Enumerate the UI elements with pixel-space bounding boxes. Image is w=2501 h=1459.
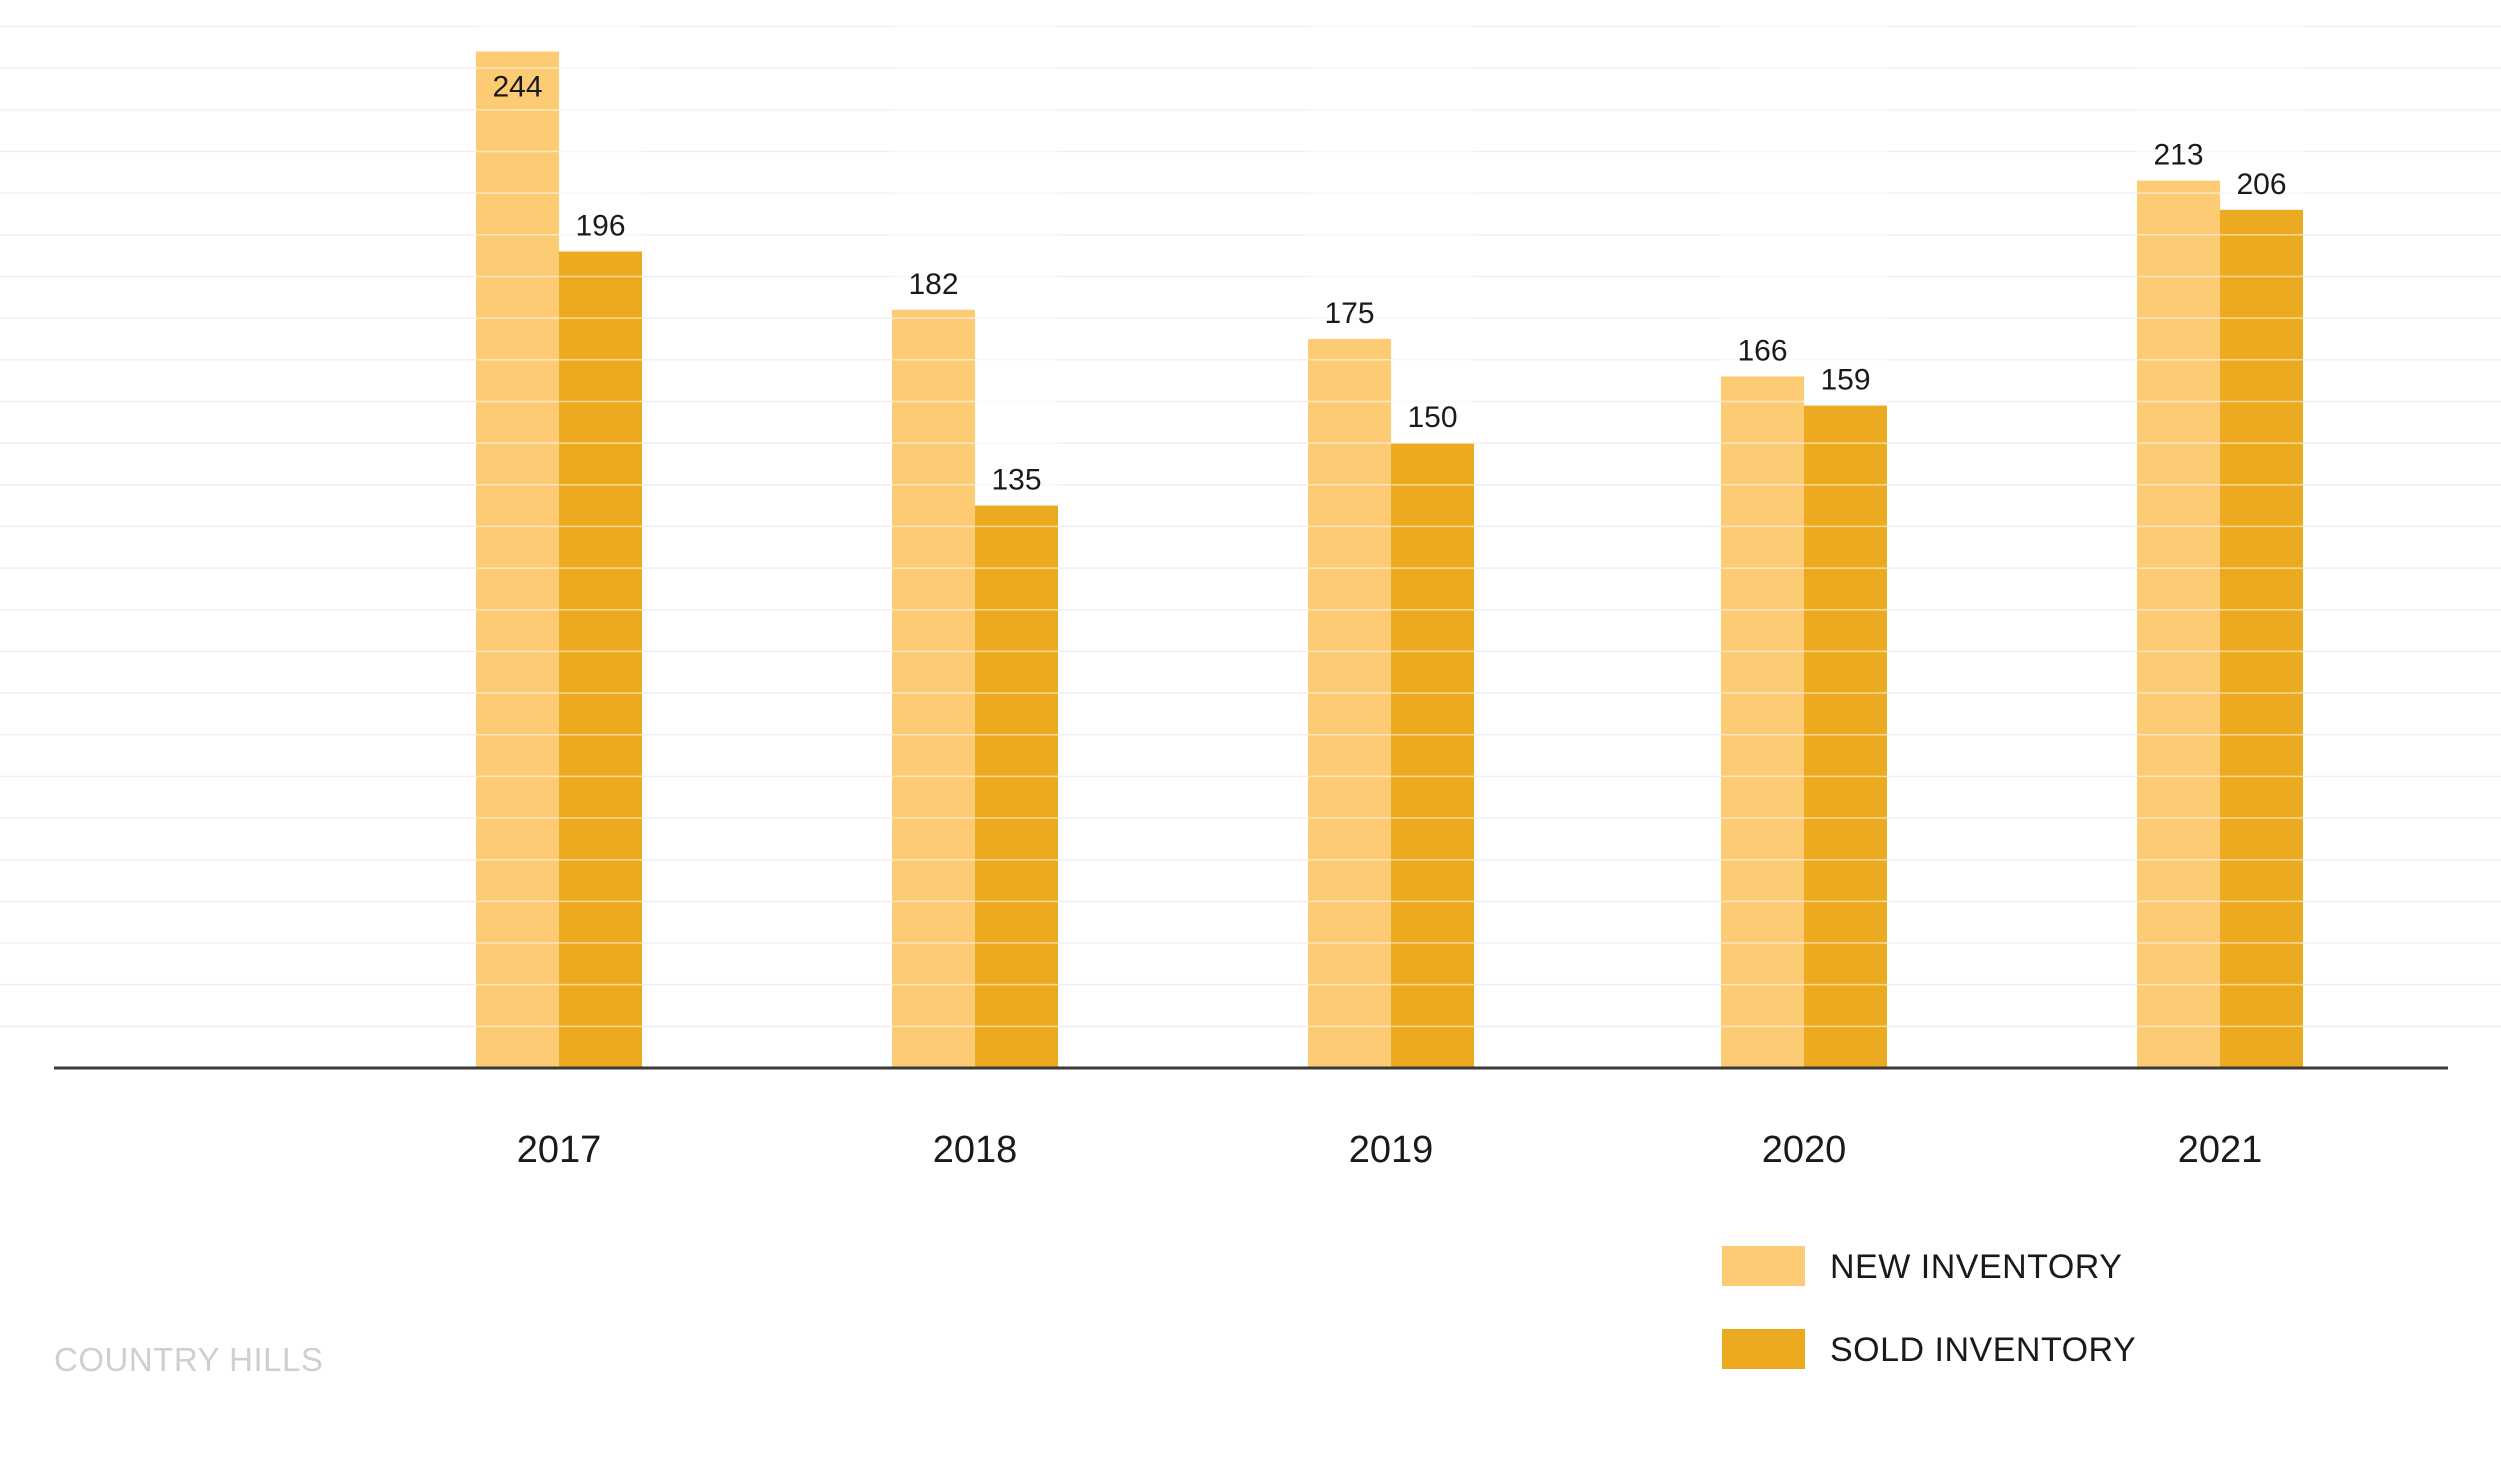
bar-overlay-lines [476,25,2303,1028]
legend-label-new-inventory: NEW INVENTORY [1830,1248,2122,1286]
category-label-2021: 2021 [2178,1129,2263,1171]
value-label-new-2019: 175 [1324,297,1374,330]
bar-new-inventory-2021 [2137,180,2220,1069]
legend-swatch-new-inventory [1722,1246,1805,1286]
bar-sold-inventory-2021 [2220,209,2303,1068]
watermark-label: COUNTRY HILLS [54,1341,323,1378]
value-label-sold-2018: 135 [991,464,1041,497]
bar-new-inventory-2017 [476,51,559,1069]
category-labels: 2017 2018 2019 2020 2021 [517,1129,2263,1171]
value-label-new-2021: 213 [2153,139,2203,172]
value-label-sold-2017: 196 [575,209,625,242]
bar-new-inventory-2019 [1308,338,1391,1068]
category-label-2020: 2020 [1762,1129,1847,1171]
bar-new-inventory-2018 [892,309,975,1069]
bar-new-inventory-2020 [1721,376,1804,1069]
value-label-new-2018: 182 [908,268,958,301]
category-label-2019: 2019 [1349,1129,1434,1171]
value-label-new-2020: 166 [1737,334,1787,367]
value-label-sold-2020: 159 [1820,364,1870,397]
legend-swatch-sold-inventory [1722,1329,1805,1369]
value-label-sold-2021: 206 [2236,168,2286,201]
legend-label-sold-inventory: SOLD INVENTORY [1830,1331,2136,1369]
bar-sold-inventory-2020 [1804,405,1887,1069]
bars [476,51,2303,1069]
category-label-2018: 2018 [933,1129,1018,1171]
gridlines [0,25,2501,1028]
value-labels: 244 196 182 135 175 150 166 159 213 206 [492,70,2286,496]
bar-sold-inventory-2019 [1391,443,1474,1069]
category-label-2017: 2017 [517,1129,602,1171]
bar-sold-inventory-2018 [975,505,1058,1069]
bar-sold-inventory-2017 [559,251,642,1069]
value-label-sold-2019: 150 [1407,401,1457,434]
value-label-new-2017: 244 [492,70,542,103]
legend: NEW INVENTORY SOLD INVENTORY [1722,1246,2136,1369]
